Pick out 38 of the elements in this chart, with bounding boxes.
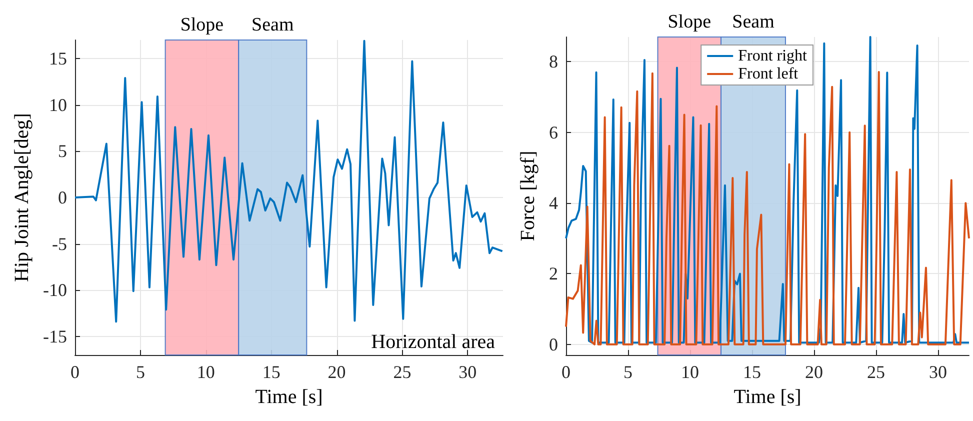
y-tick-label: 5	[58, 141, 67, 162]
x-tick-label: 10	[681, 362, 699, 382]
x-tick-label: 10	[196, 362, 215, 382]
band-label: Slope	[668, 12, 712, 32]
y-axis-title: Force [kgf]	[517, 150, 539, 242]
legend-label: Front right	[738, 48, 808, 64]
x-tick-label: 5	[136, 362, 145, 382]
x-tick-label: 15	[262, 362, 280, 382]
x-axis-title: Time [s]	[255, 386, 323, 408]
x-tick-label: 0	[562, 362, 570, 382]
y-tick-label: 2	[549, 264, 558, 284]
line-series	[74, 40, 504, 323]
y-axis-title: Hip Joint Angle[deg]	[11, 113, 34, 282]
x-tick-label: 25	[393, 362, 412, 382]
x-tick-label: 25	[867, 362, 885, 382]
x-tick-label: 30	[458, 362, 477, 382]
y-tick-label: 15	[49, 48, 67, 69]
annotation: Horizontal area	[371, 331, 496, 353]
x-tick-label: 20	[328, 362, 346, 382]
y-tick-label: 8	[549, 52, 558, 72]
legend-label: Front left	[738, 66, 799, 82]
y-tick-label: -5	[52, 234, 67, 254]
x-tick-label: 15	[743, 362, 761, 382]
y-tick-label: -15	[43, 326, 67, 346]
y-tick-label: 6	[549, 122, 558, 142]
x-tick-label: 30	[929, 362, 947, 382]
y-tick-label: 0	[58, 188, 67, 208]
x-tick-label: 0	[70, 362, 80, 382]
y-tick-label: 4	[549, 193, 558, 214]
x-axis-title: Time [s]	[734, 386, 802, 408]
y-tick-label: -10	[43, 280, 67, 300]
band-label: Slope	[180, 14, 224, 36]
band-label: Seam	[732, 12, 775, 32]
y-tick-label: 10	[49, 94, 67, 115]
band-label: Seam	[252, 14, 294, 36]
y-tick-label: 0	[549, 334, 558, 354]
x-tick-label: 5	[624, 362, 632, 382]
x-tick-label: 20	[805, 362, 823, 382]
